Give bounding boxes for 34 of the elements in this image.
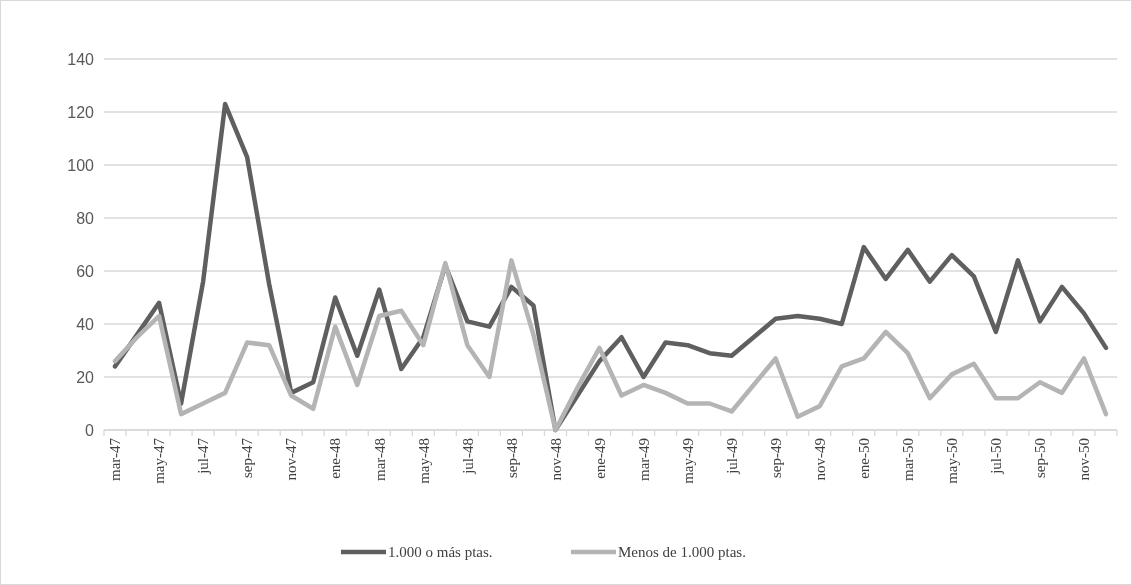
legend-label: 1.000 o más ptas. — [388, 544, 493, 561]
x-tick-label: mar-47 — [107, 437, 124, 482]
y-tick-label: 100 — [67, 156, 95, 174]
x-tick-label: mar-50 — [900, 438, 917, 482]
x-tick-label: mar-49 — [635, 438, 652, 482]
x-tick-label: jul-47 — [195, 437, 212, 475]
x-tick-label: ene-50 — [856, 438, 872, 479]
x-tick-label: nov-47 — [283, 437, 300, 481]
legend-label: Menos de 1.000 ptas. — [618, 544, 746, 561]
y-tick-label: 140 — [67, 50, 95, 68]
x-tick-label: jul-48 — [459, 438, 476, 475]
y-tick-label: 80 — [76, 209, 95, 227]
y-tick-label: 20 — [76, 368, 95, 386]
x-tick-label: sep-50 — [1032, 438, 1049, 478]
x-tick-label: mar-48 — [371, 438, 388, 482]
y-tick-label: 60 — [76, 262, 95, 280]
y-tick-label: 40 — [76, 315, 95, 333]
x-tick-label: nov-49 — [811, 438, 828, 481]
x-tick-label: nov-48 — [547, 438, 564, 481]
x-tick-label: jul-50 — [988, 438, 1005, 475]
x-tick-label: sep-48 — [503, 438, 520, 478]
x-tick-label: nov-50 — [1076, 438, 1093, 481]
x-tick-label: ene-49 — [591, 438, 608, 479]
x-tick-label: may-49 — [679, 438, 696, 484]
x-tick-label: jul-49 — [723, 438, 740, 475]
x-tick-label: may-47 — [151, 437, 168, 484]
x-tick-label: may-48 — [415, 438, 432, 484]
x-tick-label: sep-49 — [767, 438, 784, 478]
y-tick-label: 120 — [67, 103, 95, 121]
y-tick-label: 0 — [85, 421, 95, 439]
x-tick-label: ene-48 — [327, 438, 344, 479]
x-tick-label: sep-47 — [239, 437, 256, 478]
line-series — [112, 258, 1109, 433]
x-tick-label: may-50 — [944, 438, 961, 484]
